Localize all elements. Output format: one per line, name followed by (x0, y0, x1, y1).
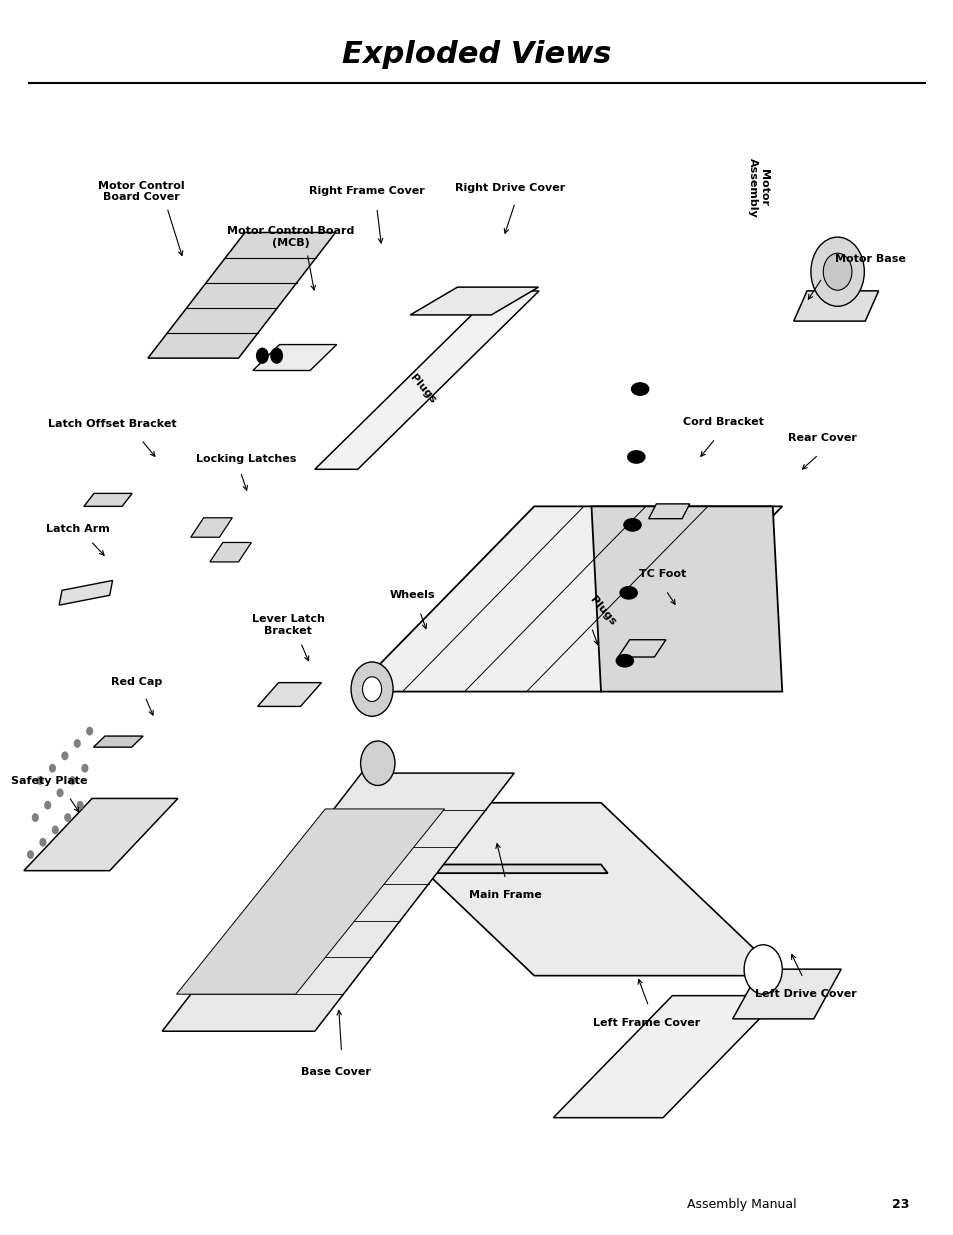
Text: Red Cap: Red Cap (111, 677, 162, 687)
Text: Plugs: Plugs (587, 595, 618, 627)
Text: Rear Cover: Rear Cover (787, 433, 856, 443)
Text: Lever Latch
Bracket: Lever Latch Bracket (252, 614, 324, 636)
Text: Exploded Views: Exploded Views (342, 40, 611, 69)
Polygon shape (353, 864, 607, 873)
Ellipse shape (619, 587, 637, 599)
Text: Locking Latches: Locking Latches (195, 454, 296, 464)
Text: Latch Arm: Latch Arm (47, 524, 110, 534)
Circle shape (70, 777, 75, 784)
Circle shape (360, 741, 395, 785)
Circle shape (256, 348, 268, 363)
Text: Plugs: Plugs (407, 373, 437, 405)
Circle shape (62, 752, 68, 760)
Circle shape (45, 802, 51, 809)
Text: Motor Control
Board Cover: Motor Control Board Cover (98, 180, 184, 203)
Polygon shape (314, 291, 538, 469)
Ellipse shape (631, 383, 648, 395)
Circle shape (37, 777, 43, 784)
Text: Assembly Manual: Assembly Manual (686, 1198, 796, 1210)
Ellipse shape (616, 655, 633, 667)
Text: Right Drive Cover: Right Drive Cover (455, 183, 565, 193)
Circle shape (351, 662, 393, 716)
Polygon shape (353, 506, 781, 692)
Text: Wheels: Wheels (389, 590, 435, 600)
Text: Right Frame Cover: Right Frame Cover (309, 186, 425, 196)
Text: Safety Plate: Safety Plate (11, 776, 88, 785)
Polygon shape (24, 799, 177, 871)
Circle shape (362, 677, 381, 701)
Polygon shape (59, 580, 112, 605)
Polygon shape (648, 504, 689, 519)
Circle shape (74, 740, 80, 747)
Polygon shape (257, 683, 321, 706)
Polygon shape (353, 803, 781, 976)
Circle shape (32, 814, 38, 821)
Circle shape (28, 851, 33, 858)
Polygon shape (210, 542, 252, 562)
Text: Main Frame: Main Frame (469, 890, 541, 900)
Text: Motor Base: Motor Base (834, 254, 904, 264)
Text: Left Drive Cover: Left Drive Cover (755, 989, 856, 999)
Polygon shape (410, 288, 537, 315)
Circle shape (810, 237, 863, 306)
Ellipse shape (623, 519, 640, 531)
Circle shape (77, 802, 83, 809)
Polygon shape (84, 494, 132, 506)
Polygon shape (732, 969, 841, 1019)
Text: 23: 23 (891, 1198, 908, 1210)
Polygon shape (176, 809, 444, 994)
Text: Motor Control Board
(MCB): Motor Control Board (MCB) (227, 226, 355, 248)
Text: Motor
Assembly: Motor Assembly (747, 158, 768, 217)
Circle shape (271, 348, 282, 363)
Text: Latch Offset Bracket: Latch Offset Bracket (49, 419, 176, 429)
Polygon shape (148, 232, 335, 358)
Polygon shape (93, 736, 143, 747)
Polygon shape (618, 640, 665, 657)
Circle shape (40, 839, 46, 846)
Polygon shape (191, 517, 233, 537)
Circle shape (87, 727, 92, 735)
Text: Left Frame Cover: Left Frame Cover (593, 1018, 700, 1028)
Text: TC Foot: TC Foot (639, 569, 686, 579)
Circle shape (82, 764, 88, 772)
Ellipse shape (627, 451, 644, 463)
Polygon shape (162, 773, 514, 1031)
Circle shape (65, 814, 71, 821)
Polygon shape (553, 995, 781, 1118)
Polygon shape (793, 291, 878, 321)
Circle shape (743, 945, 781, 994)
Circle shape (57, 789, 63, 797)
Text: Base Cover: Base Cover (300, 1067, 371, 1077)
Circle shape (822, 253, 851, 290)
Text: Cord Bracket: Cord Bracket (682, 417, 762, 427)
Polygon shape (253, 345, 336, 370)
Circle shape (52, 826, 58, 834)
Polygon shape (591, 506, 781, 692)
Circle shape (50, 764, 55, 772)
